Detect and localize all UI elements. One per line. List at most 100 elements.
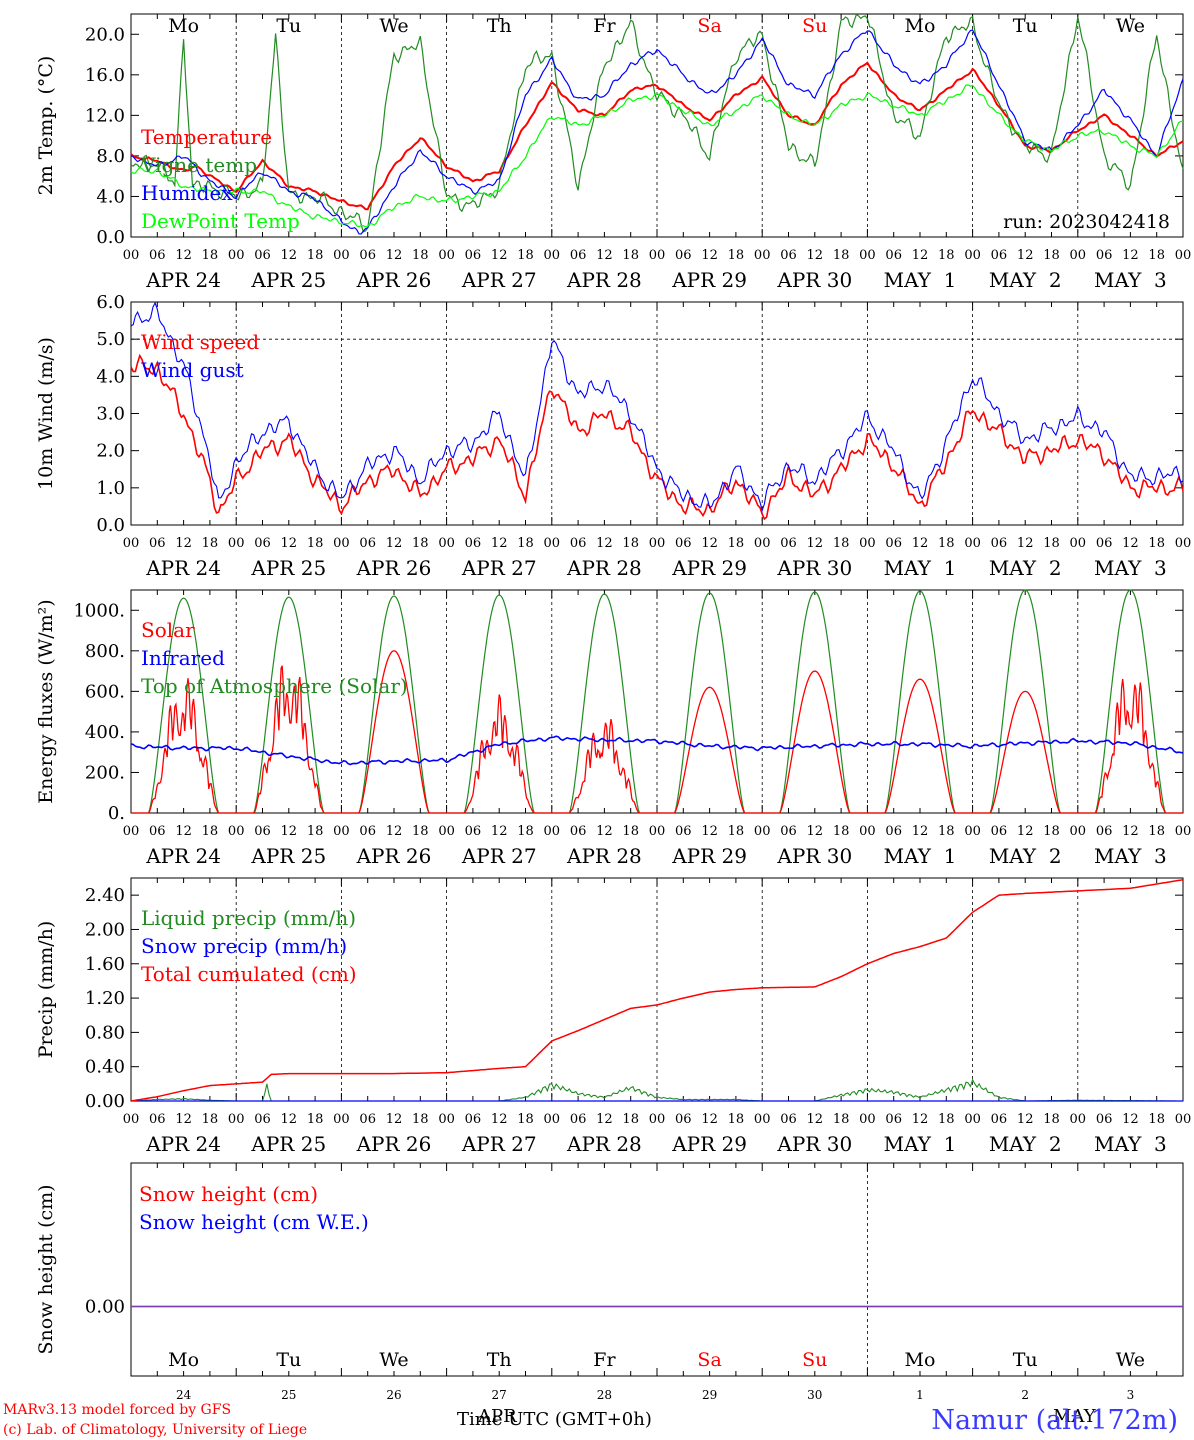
weekday-label: Mo [905,1349,936,1371]
hour-tick-label: 00 [649,536,666,551]
day-number-label: 30 [807,1388,822,1402]
day-number-label: 27 [492,1388,507,1402]
date-label: APR 27 [461,556,537,580]
hour-tick-label: 00 [544,1112,561,1127]
hour-tick-label: 00 [964,248,981,263]
hour-tick-label: 00 [438,824,455,839]
hour-tick-label: 00 [859,536,876,551]
y-tick-label: 0.40 [85,1057,125,1078]
hour-tick-label: 06 [1096,536,1113,551]
hour-tick-label: 18 [202,536,219,551]
hour-tick-label: 06 [465,824,482,839]
date-label: APR 30 [776,1132,852,1156]
legend-entry: Snow height (cm W.E.) [139,1210,369,1234]
hour-tick-label: 12 [807,1112,824,1127]
weekday-label: Th [487,15,512,37]
hour-tick-label: 18 [307,1112,324,1127]
hour-tick-label: 18 [202,248,219,263]
hour-tick-label: 06 [465,536,482,551]
date-label: MAY 3 [1094,844,1167,868]
hour-tick-label: 18 [307,536,324,551]
legend-entry: Total cumulated (cm) [141,962,357,986]
hour-tick-label: 06 [570,1112,587,1127]
hour-tick-label: 00 [123,248,140,263]
y-tick-label: 4.0 [96,186,125,207]
credit-line-1: MARv3.13 model forced by GFS [3,1402,231,1418]
hour-tick-label: 00 [438,536,455,551]
hour-tick-label: 06 [991,824,1008,839]
hour-tick-label: 00 [859,824,876,839]
y-tick-label: 0.00 [85,1297,125,1318]
hour-tick-label: 12 [596,824,613,839]
panel-2 [130,589,1184,814]
hour-tick-label: 12 [175,536,192,551]
hour-tick-label: 12 [596,248,613,263]
hour-tick-label: 06 [675,1112,692,1127]
weekday-label: Mo [168,1349,199,1371]
date-label: APR 28 [566,1132,642,1156]
hour-tick-label: 12 [386,248,403,263]
hour-tick-label: 18 [622,536,639,551]
legend-entry: Vigne temp [140,153,257,177]
legend-entry: Liquid precip (mm/h) [141,906,356,930]
y-axis-label: 10m Wind (m/s) [35,337,57,490]
date-label: APR 25 [250,268,326,292]
hour-tick-label: 00 [1070,536,1087,551]
hour-tick-label: 06 [149,1112,166,1127]
series-line-infrared [130,735,1184,766]
month-label: APR [477,1406,517,1427]
hour-tick-label: 00 [123,824,140,839]
y-tick-label: 12.0 [85,105,125,126]
series-line-humidex [130,29,1184,235]
day-number-label: 29 [702,1388,717,1402]
hour-tick-label: 18 [202,1112,219,1127]
weekday-label: Mo [905,15,936,37]
hour-tick-label: 06 [780,536,797,551]
date-label: MAY 2 [989,556,1062,580]
hour-tick-label: 12 [175,1112,192,1127]
weekday-label: Su [802,1349,827,1371]
hour-tick-label: 18 [833,824,850,839]
run-label: run: 2023042418 [1003,211,1170,233]
date-label: APR 29 [671,268,747,292]
date-label: MAY 1 [884,844,957,868]
weekday-label: Fr [593,15,616,37]
legend-entry: Humidex [141,181,233,205]
series-line-top-of-atmosphere [131,589,1183,814]
hour-tick-label: 18 [833,536,850,551]
hour-tick-label: 00 [544,248,561,263]
hour-tick-label: 06 [570,248,587,263]
plot-frame [130,301,1184,526]
y-axis-label: Snow height (cm) [35,1184,57,1354]
hour-tick-label: 00 [544,536,561,551]
hour-tick-label: 00 [228,1112,245,1127]
plot-frame [130,589,1184,814]
hour-tick-label: 00 [964,536,981,551]
month-label: MAY [1053,1406,1097,1427]
date-label: APR 25 [250,556,326,580]
weekday-label: Tu [276,15,301,37]
y-tick-label: 1.0 [96,478,125,499]
y-tick-label: 8.0 [96,146,125,167]
hour-tick-label: 06 [991,536,1008,551]
hour-tick-label: 06 [780,824,797,839]
hour-tick-label: 18 [1148,824,1165,839]
y-tick-label: 0. [108,803,125,824]
hour-tick-label: 12 [175,248,192,263]
date-label: APR 24 [145,1132,221,1156]
hour-tick-label: 12 [281,248,298,263]
weekday-label: Sa [697,1349,721,1371]
weekday-label: Fr [593,1349,616,1371]
hour-tick-label: 00 [649,248,666,263]
legend-entry: Infrared [141,646,225,670]
y-tick-label: 800. [85,641,125,662]
hour-tick-label: 12 [912,248,929,263]
hour-tick-label: 18 [1043,824,1060,839]
hour-tick-label: 06 [254,824,271,839]
y-tick-label: 0.80 [85,1022,125,1043]
date-label: APR 29 [671,1132,747,1156]
hour-tick-label: 00 [333,824,350,839]
weekday-label: We [1116,1349,1145,1371]
weekday-label: Th [487,1349,512,1371]
